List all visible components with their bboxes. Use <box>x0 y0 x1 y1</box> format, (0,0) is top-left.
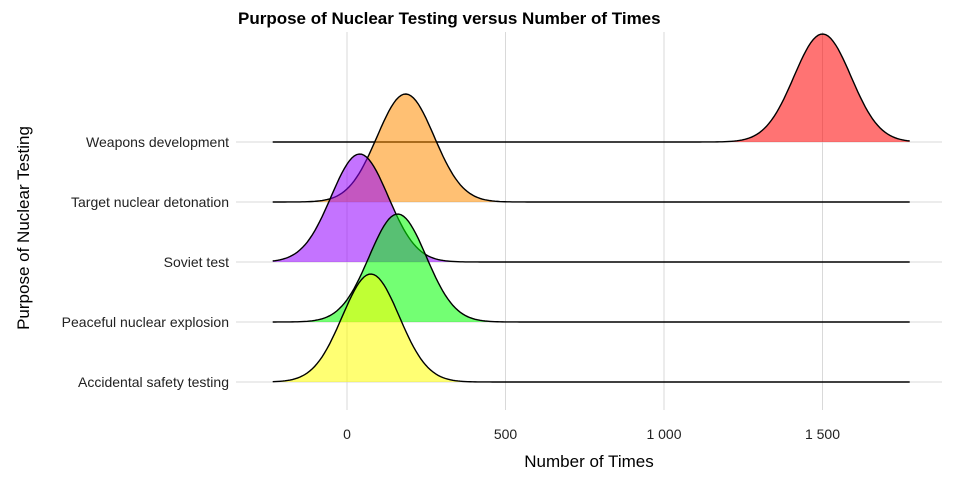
ridge-outline <box>272 213 910 323</box>
y-tick-label: Target nuclear detonation <box>71 194 229 210</box>
ridge-weapons-development <box>272 33 910 143</box>
ridges <box>272 33 910 383</box>
y-tick-label: Accidental safety testing <box>78 374 229 390</box>
ridge-area <box>272 34 910 142</box>
x-tick-label: 500 <box>494 426 518 442</box>
y-tick-label: Peaceful nuclear explosion <box>62 314 229 330</box>
ridge-area <box>272 214 910 322</box>
ridge-outline <box>272 153 910 263</box>
chart-title: Purpose of Nuclear Testing versus Number… <box>238 9 661 28</box>
x-axis-title: Number of Times <box>524 452 653 471</box>
ridge-soviet-test <box>272 153 910 263</box>
y-tick-label: Soviet test <box>164 254 229 270</box>
ridge-peaceful-nuclear-explosion <box>272 213 910 323</box>
x-tick-label: 0 <box>343 426 351 442</box>
x-tick-label: 1 500 <box>805 426 840 442</box>
ridge-outline <box>272 273 910 383</box>
ridge-accidental-safety-testing <box>272 273 910 383</box>
ridge-area <box>272 94 910 202</box>
y-tick-labels: Accidental safety testing Peaceful nuclea… <box>62 134 229 390</box>
x-tick-label: 1 000 <box>646 426 681 442</box>
y-axis-title: Purpose of Nuclear Testing <box>14 126 33 330</box>
ridge-area <box>272 154 910 262</box>
y-tick-label: Weapons development <box>86 134 229 150</box>
x-tick-labels: 0 500 1 000 1 500 <box>343 426 840 442</box>
ridge-target-nuclear-detonation <box>272 93 910 203</box>
ridge-area <box>272 274 910 382</box>
ridge-outline <box>272 93 910 203</box>
